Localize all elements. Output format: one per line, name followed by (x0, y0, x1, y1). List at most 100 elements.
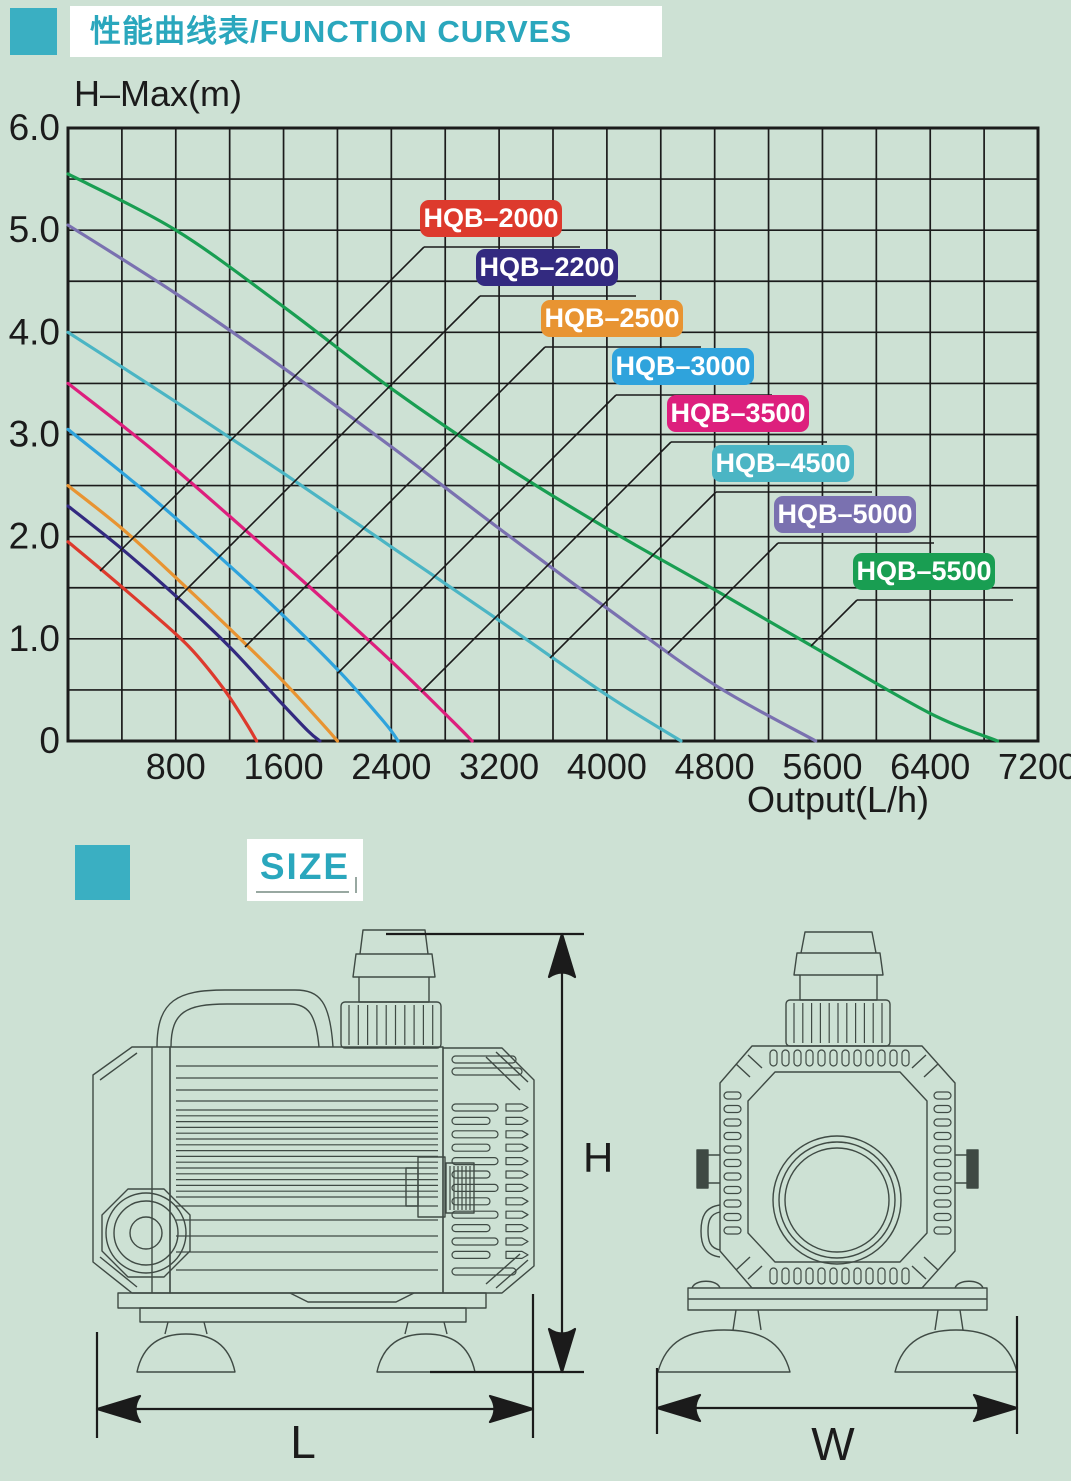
series-label-hqb-5500: HQB–5500 (853, 553, 995, 590)
curve-hqb-2000 (66, 540, 259, 743)
series-label-hqb-2000: HQB–2000 (420, 200, 562, 237)
size-title-tick (355, 877, 357, 893)
front-suction-cup-left (657, 1329, 791, 1373)
y-tick-label: 1.0 (9, 618, 60, 659)
pump-base-detail (139, 1292, 467, 1323)
curve-hqb-2200 (66, 504, 322, 743)
size-marker-square (75, 845, 130, 900)
x-tick-label: 5600 (782, 746, 862, 787)
page-title-banner: 性能曲线表/FUNCTION CURVES (70, 6, 662, 57)
arrow-right-icon (972, 1393, 1019, 1423)
curve-hqb-4500 (66, 330, 683, 743)
chart-x-axis-title: Output(L/h) (747, 779, 929, 820)
pump-front-view (657, 931, 1018, 1373)
pump-outlet-collar (340, 1001, 442, 1049)
arrow-up-icon (547, 932, 577, 979)
pump-inlet-octagon (101, 1188, 191, 1278)
chart-axis-labels: 6.0 5.0 4.0 3.0 2.0 1.0 0 800 1600 2400 3200 4000 48… (9, 107, 1071, 787)
dimension-w-lines (655, 1316, 1019, 1434)
series-label-hqb-3000: HQB–3000 (612, 348, 754, 385)
front-vent-slots (723, 1049, 952, 1285)
curve-hqb-3500 (66, 381, 474, 743)
dimension-h-lines (386, 932, 584, 1374)
pump-outlet-barb (352, 929, 436, 1003)
front-cup-stems (732, 1309, 964, 1331)
size-title-banner: SIZE (247, 839, 363, 901)
pump-side-view (92, 929, 535, 1373)
pump-handle-icon (156, 989, 334, 1048)
pump-inlet-mid-ring (113, 1200, 179, 1266)
front-body-inner-octagon (747, 1071, 928, 1263)
pump-inlet-outer-ring (105, 1192, 187, 1274)
x-tick-label: 4000 (567, 746, 647, 787)
pump-vent-slots (451, 1055, 529, 1276)
title-marker-square (10, 8, 57, 55)
pump-collar-ribs (348, 1005, 434, 1045)
front-intake-outer-ring (772, 1135, 902, 1265)
svg-text:HQB–3500: HQB–3500 (670, 398, 805, 428)
chart-y-axis-title: H–Max(m) (74, 73, 242, 114)
front-intake-mid-ring (778, 1141, 896, 1259)
front-base (687, 1280, 988, 1311)
front-cable-gland (700, 1204, 721, 1258)
chart-leader-lines (99, 246, 1013, 693)
x-tick-label: 7200 (998, 746, 1071, 787)
y-tick-label: 0 (39, 720, 60, 761)
pump-body-ribs (176, 1065, 438, 1271)
function-curves-chart: H–Max(m) HQB–2000 HQB–2200 HQB–2500 HQB–300… (9, 73, 1071, 820)
dimension-label-length: L (290, 1416, 316, 1468)
dimension-label-width: W (811, 1418, 855, 1470)
x-tick-label: 3200 (459, 746, 539, 787)
series-label-hqb-2500: HQB–2500 (541, 300, 683, 337)
front-collar-ribs (793, 1003, 883, 1043)
arrow-right-icon (488, 1394, 535, 1424)
dimension-annotations (95, 932, 1019, 1438)
pump-vent-corner-hatch (485, 1051, 529, 1289)
pump-cap-detail (99, 1047, 153, 1293)
pump-handle-inner (170, 1003, 320, 1048)
svg-text:HQB–2000: HQB–2000 (423, 203, 558, 233)
pump-adjuster-plate (417, 1156, 446, 1218)
y-tick-label: 2.0 (9, 516, 60, 557)
x-tick-label: 2400 (351, 746, 431, 787)
arrow-left-icon (655, 1393, 702, 1423)
y-tick-label: 5.0 (9, 209, 60, 250)
svg-text:HQB–5500: HQB–5500 (856, 556, 991, 586)
x-tick-label: 4800 (675, 746, 755, 787)
pump-adjuster-ribs (449, 1166, 471, 1210)
front-outlet-barb (793, 931, 884, 1001)
suction-cup-right (376, 1333, 476, 1373)
y-tick-label: 6.0 (9, 107, 60, 148)
size-diagrams: H L W (92, 929, 1019, 1470)
pump-base-plate (117, 1292, 487, 1309)
pump-front-cap (92, 1046, 171, 1294)
y-tick-label: 4.0 (9, 311, 60, 352)
front-suction-cup-right (894, 1329, 1018, 1373)
chart-series-labels: HQB–2000 HQB–2200 HQB–2500 HQB–3000 HQB–3500… (420, 200, 995, 590)
curve-hqb-5000 (66, 223, 818, 743)
pump-adjuster-knob (445, 1162, 475, 1214)
suction-cup-stems (164, 1321, 448, 1335)
svg-text:HQB–2200: HQB–2200 (479, 252, 614, 282)
curve-hqb-2500 (66, 483, 340, 743)
svg-text:HQB–3000: HQB–3000 (615, 351, 750, 381)
pump-inlet-bore (129, 1216, 163, 1250)
dimension-letters: H L W (290, 1134, 855, 1470)
svg-text:HQB–2500: HQB–2500 (544, 303, 679, 333)
page-title: 性能曲线表/FUNCTION CURVES (90, 14, 573, 49)
arrow-down-icon (547, 1327, 577, 1374)
suction-cup-left (136, 1333, 236, 1373)
x-tick-label: 800 (146, 746, 206, 787)
x-tick-label: 6400 (890, 746, 970, 787)
front-side-tab-right (966, 1149, 979, 1189)
svg-text:HQB–5000: HQB–5000 (777, 499, 912, 529)
x-tick-label: 1600 (244, 746, 324, 787)
curve-hqb-5500 (66, 172, 1000, 743)
series-label-hqb-4500: HQB–4500 (712, 445, 854, 482)
front-corner-slots (735, 1054, 939, 1280)
series-label-hqb-5000: HQB–5000 (774, 496, 916, 533)
front-intake-inner-ring (784, 1147, 890, 1253)
size-title: SIZE (259, 846, 351, 887)
